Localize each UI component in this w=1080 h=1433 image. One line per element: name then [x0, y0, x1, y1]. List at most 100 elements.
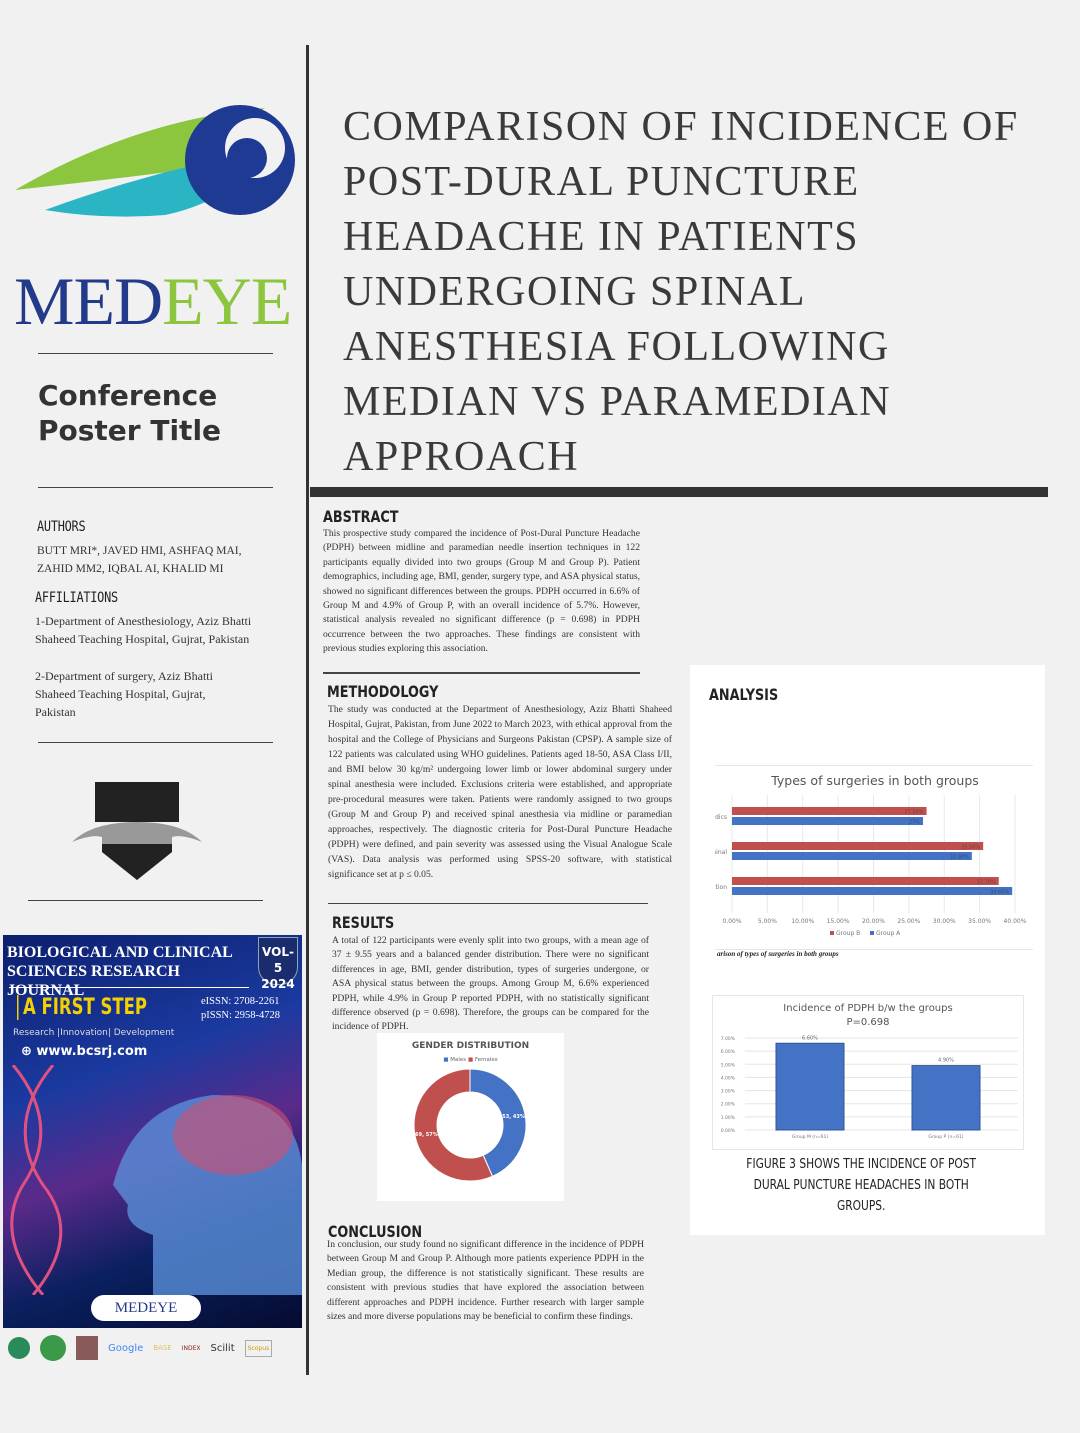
scopus-logo: Scopus [244, 1339, 273, 1357]
website: www.bcsrj.com [36, 1044, 148, 1059]
results-text: A total of 122 participants were evenly … [332, 935, 649, 1033]
hec-logo-icon [8, 1337, 30, 1359]
gender-chart-title: GENDER DISTRIBUTION [411, 1041, 530, 1051]
bar-label: 33.90% [950, 855, 969, 861]
bar-group-p [911, 1065, 981, 1131]
affiliations-heading: AFFILIATIONS [35, 590, 118, 606]
graduation-cap-icon [72, 782, 202, 886]
volume-badge: VOL-5 2024 [258, 937, 298, 991]
journal-title: BIOLOGICAL AND CLINICAL SCIENCES RESEARC… [7, 944, 232, 999]
bar-group-b [732, 807, 927, 815]
bar-group-a [732, 817, 924, 825]
pmdc-logo-icon [40, 1335, 66, 1361]
scilit-logo: Scilit [210, 1342, 235, 1354]
legend-label: Group A [876, 930, 901, 937]
legend-swatch [830, 931, 834, 935]
logo-eye: EYE [162, 263, 292, 339]
eye-logo-icon [15, 105, 295, 217]
y-tick-label: 5.00% [721, 1062, 736, 1068]
legend-swatch [870, 931, 874, 935]
x-tick-label: 40.00% [1004, 918, 1027, 925]
affiliation-2: 2-Department of surgery, Aziz Bhatti Sha… [35, 669, 213, 719]
pdph-chart-subtitle: P=0.698 [846, 1017, 890, 1028]
bar-label: 37.70% [977, 880, 996, 886]
x-tick-label: 20.00% [862, 918, 885, 925]
indexer-logos: Google BASE INDEX Scilit Scopus [8, 1335, 300, 1361]
poster-title: COMPARISON OF INCIDENCE OF POST-DURAL PU… [343, 104, 1019, 480]
x-tick-label: 35.00% [968, 918, 991, 925]
abstract-heading: ABSTRACT [323, 507, 399, 526]
legend-label: Group B [836, 930, 860, 937]
analysis-heading: ANALYSIS [709, 685, 779, 704]
title-divider [310, 487, 1048, 497]
bar-group-m [775, 1042, 845, 1131]
divider [38, 742, 273, 743]
google-logo: Google [108, 1342, 144, 1354]
medeye-logo [15, 100, 300, 254]
bar-value-label: 4.90% [938, 1058, 954, 1064]
gender-chart: GENDER DISTRIBUTION ■ Males ■ Females 53… [377, 1033, 564, 1201]
journal-cover: BIOLOGICAL AND CLINICAL SCIENCES RESEARC… [3, 935, 302, 1328]
bar-label: 27% [909, 820, 920, 826]
tagline: A FIRST STEP [17, 995, 147, 1020]
surgery-chart-caption: arison of types of surgeries in both gro… [717, 950, 839, 958]
divider [38, 487, 273, 488]
x-tick-label: 15.00% [827, 918, 850, 925]
y-tick-label: 1.00% [721, 1115, 736, 1121]
donut-label: 69, 57% [415, 1132, 438, 1138]
divider [38, 353, 273, 354]
crest-logo-icon [76, 1336, 98, 1360]
bar-value-label: 6.60% [802, 1035, 818, 1041]
motto: Research |Innovation| Development [13, 1028, 175, 1038]
pdph-chart-title: Incidence of PDPH b/w the groups [783, 1003, 953, 1014]
results-heading: RESULTS [332, 913, 395, 932]
eissn: eISSN: 2708-2261 [201, 996, 280, 1007]
medeye-badge: MEDEYE [91, 1295, 201, 1321]
conclusion-text: In conclusion, our study found no signif… [327, 1239, 644, 1323]
legend-males: Males [450, 1057, 467, 1063]
category-label: minal [715, 849, 727, 856]
website-link[interactable]: ⊕ www.bcsrj.com [21, 1044, 147, 1059]
donut-slice-females [413, 1068, 494, 1182]
logo-med: MED [14, 263, 163, 339]
logo-wordmark: MEDEYE [14, 262, 292, 341]
surgery-bar-chart: 0.00% 5.00% 10.00% 15.00% 20.00% 25.00% 30.00%… [715, 795, 1027, 937]
bar-group-b [732, 877, 999, 885]
index-logo: INDEX [181, 1344, 201, 1352]
y-tick-label: 3.00% [721, 1089, 736, 1095]
category-label: ction [715, 884, 727, 891]
authors-heading: AUTHORS [37, 519, 86, 535]
pdph-chart: Incidence of PDPH b/w the groups P=0.698 … [712, 995, 1024, 1150]
bar-label: 39.60% [990, 890, 1009, 896]
abstract-text: This prospective study compared the inci… [323, 528, 640, 655]
column-divider [306, 45, 309, 1375]
gender-donut: 53, 43% 69, 57% [413, 1068, 527, 1182]
surgery-chart-title: Types of surgeries in both groups [771, 773, 979, 788]
conclusion-heading: CONCLUSION [328, 1222, 423, 1241]
y-tick-label: 6.00% [721, 1049, 736, 1055]
legend-females: Females [474, 1057, 498, 1063]
x-tick-label: 10.00% [791, 918, 814, 925]
bar-label: 35.50% [961, 845, 980, 851]
head-dna-illustration [10, 1065, 302, 1295]
category-label: edics [715, 814, 727, 821]
donut-label: 53, 43% [502, 1114, 525, 1120]
bar-group-a [732, 852, 972, 860]
y-tick-label: 4.00% [721, 1075, 736, 1081]
x-tick-label: 5.00% [758, 918, 777, 925]
x-tick-label: 25.00% [897, 918, 920, 925]
analysis-panel: ANALYSIS Types of surgeries in both grou… [690, 665, 1045, 1235]
x-category-label: Group P (n=61) [928, 1134, 963, 1140]
y-tick-label: 7.00% [721, 1036, 736, 1042]
globe-icon: ⊕ [21, 1044, 37, 1059]
divider [328, 903, 648, 904]
x-tick-label: 30.00% [933, 918, 956, 925]
x-category-label: Group M (n=61) [792, 1134, 829, 1140]
authors-list: BUTT MRI*, JAVED HMI, ASHFAQ MAI, ZAHID … [37, 545, 242, 575]
y-tick-label: 0.00% [721, 1128, 736, 1134]
affiliation-1: 1-Department of Anesthesiology, Aziz Bha… [35, 614, 252, 646]
divider [28, 900, 263, 901]
bar-group-a [732, 887, 1013, 895]
divider [323, 672, 640, 674]
pissn: pISSN: 2958-4728 [201, 1010, 281, 1021]
